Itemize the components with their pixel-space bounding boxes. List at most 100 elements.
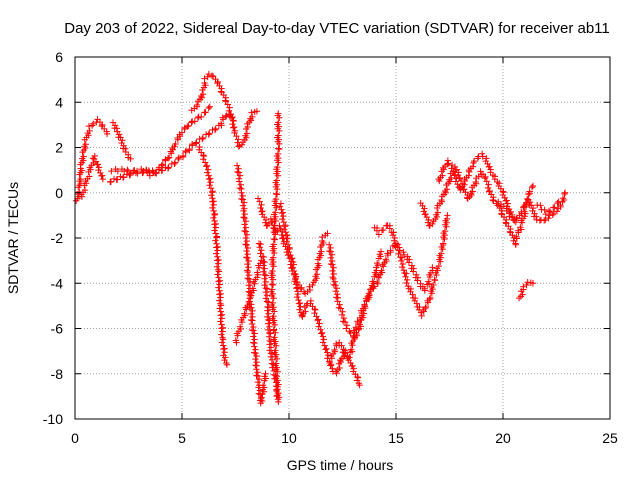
data-point	[435, 262, 442, 270]
data-point	[453, 175, 460, 182]
data-point	[108, 167, 115, 175]
data-point	[483, 155, 490, 162]
data-point	[241, 310, 248, 317]
data-point	[271, 334, 278, 341]
data-point	[189, 140, 196, 148]
data-point	[395, 247, 403, 254]
data-point	[219, 328, 226, 335]
data-point	[267, 330, 274, 337]
data-point	[395, 250, 402, 258]
data-point	[314, 317, 321, 324]
data-point	[172, 140, 179, 148]
data-point	[264, 326, 272, 334]
data-point	[220, 345, 227, 353]
data-point	[209, 198, 216, 206]
data-point	[77, 175, 84, 183]
data-point	[330, 264, 337, 271]
data-point	[425, 216, 432, 224]
data-point	[262, 216, 270, 224]
data-point	[521, 208, 528, 215]
data-point	[529, 182, 537, 190]
data-point	[224, 101, 231, 108]
data-point	[361, 301, 368, 308]
data-point	[270, 225, 278, 232]
data-point	[377, 248, 385, 255]
data-point	[322, 346, 329, 353]
data-point	[215, 266, 222, 274]
data-point	[212, 224, 219, 231]
data-point	[528, 184, 536, 191]
y-tick-label: -4	[51, 275, 64, 291]
data-point	[246, 298, 254, 305]
data-point	[209, 204, 216, 212]
data-point	[262, 272, 270, 279]
data-point	[232, 337, 240, 344]
data-point	[391, 234, 398, 242]
data-point	[244, 275, 251, 282]
data-point	[478, 150, 486, 157]
data-trace	[78, 152, 107, 200]
data-point	[240, 207, 247, 215]
data-point	[490, 197, 497, 204]
data-point	[211, 126, 219, 134]
data-point	[444, 157, 452, 164]
data-point	[193, 139, 200, 146]
data-point	[275, 132, 282, 139]
data-point	[517, 224, 524, 231]
data-point	[209, 189, 216, 196]
y-tick-label: 0	[55, 185, 63, 201]
data-point	[339, 308, 346, 315]
data-point	[204, 73, 211, 81]
data-point	[451, 172, 458, 179]
data-point	[199, 135, 206, 143]
y-tick-label: 4	[55, 94, 63, 110]
data-point	[99, 121, 106, 129]
data-point	[394, 241, 402, 248]
data-point	[319, 333, 327, 340]
data-point	[327, 248, 334, 255]
data-point	[217, 294, 224, 301]
data-point	[222, 97, 229, 104]
data-point	[258, 247, 265, 254]
data-point	[427, 294, 434, 302]
data-point	[245, 298, 252, 306]
data-point	[205, 70, 213, 78]
data-point	[275, 398, 282, 406]
data-point	[198, 113, 205, 121]
data-point	[88, 122, 96, 129]
y-tick-label: -10	[43, 411, 63, 427]
x-tick-label: 25	[602, 430, 618, 446]
data-point	[243, 231, 251, 238]
data-point	[313, 270, 321, 278]
data-point	[448, 174, 455, 182]
data-point	[309, 281, 316, 289]
data-point	[214, 247, 221, 254]
data-point	[529, 204, 537, 212]
data-point	[294, 290, 302, 298]
data-trace	[195, 143, 231, 368]
data-point	[171, 159, 179, 166]
data-point	[231, 129, 238, 137]
data-point	[233, 132, 240, 140]
data-point	[233, 162, 241, 169]
data-point	[250, 333, 257, 340]
data-trace	[534, 198, 562, 218]
data-point	[119, 137, 126, 144]
data-point	[159, 161, 166, 168]
data-point	[266, 341, 273, 348]
data-point	[213, 234, 220, 241]
data-point	[230, 117, 237, 125]
data-point	[269, 299, 276, 307]
data-point	[508, 213, 516, 220]
data-point	[207, 178, 214, 186]
data-point	[265, 320, 272, 327]
data-point	[242, 241, 249, 248]
data-point	[254, 269, 261, 276]
data-point	[261, 265, 268, 272]
data-point	[253, 352, 260, 360]
data-point	[171, 160, 178, 168]
data-point	[210, 201, 217, 209]
data-point	[545, 207, 553, 215]
data-point	[519, 291, 526, 298]
data-point	[264, 307, 271, 314]
